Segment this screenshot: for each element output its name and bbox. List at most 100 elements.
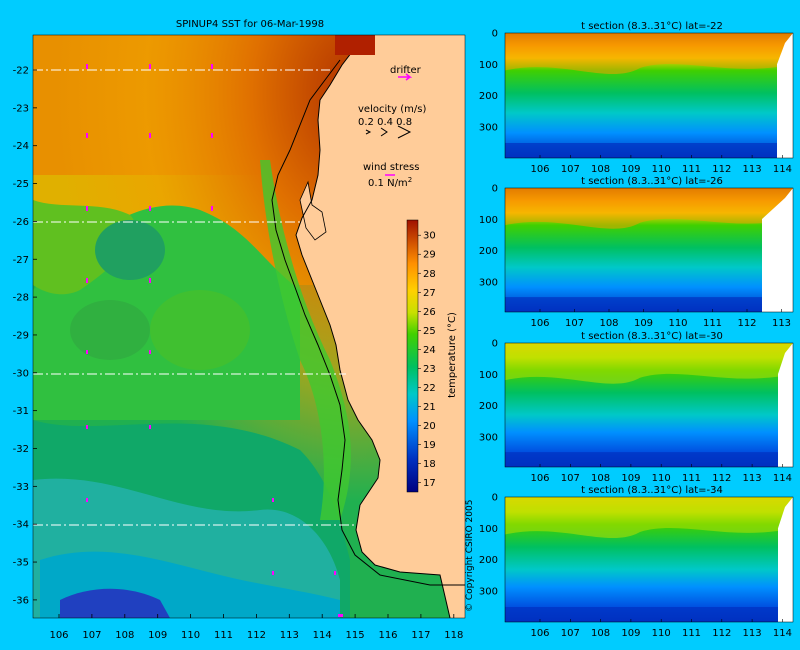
section-title: t section (8.3..31°C) lat=-34 <box>581 485 723 496</box>
section-lon-label: 110 <box>652 473 671 484</box>
colorbar-label: temperature (°C) <box>447 312 458 398</box>
velocity-scale-arrows-icon <box>365 125 412 139</box>
section-depth-label: 300 <box>479 122 498 133</box>
mixed-layer <box>505 188 793 229</box>
section-frame <box>504 32 794 159</box>
copyright-notice: © Copyright CSIRO 2005 <box>465 500 475 612</box>
section-title: t section (8.3..31°C) lat=-30 <box>581 331 723 342</box>
section-lon-label: 110 <box>652 164 671 175</box>
section-lon-label: 114 <box>773 473 792 484</box>
map-legend: drifter velocity (m/s) 0.2 0.4 0.8 wind … <box>358 65 426 189</box>
section-depth-label: 100 <box>479 524 498 535</box>
wind-stress-scale: 0.1 N/m2 <box>368 176 412 189</box>
section-bottom <box>777 33 793 158</box>
deep-layer <box>505 143 793 158</box>
section-lon-label: 107 <box>561 628 580 639</box>
section-depth-label: 300 <box>479 277 498 288</box>
lon-tick-label: 109 <box>148 630 167 641</box>
lat-tick-label: -26 <box>13 217 29 228</box>
colorbar-tick-label: 23 <box>423 364 436 375</box>
colorbar-gradient <box>406 219 419 493</box>
section-depth-label: 200 <box>479 401 498 412</box>
section-lon-label: 114 <box>773 164 792 175</box>
velocity-title: velocity (m/s) <box>358 104 426 115</box>
lon-tick-label: 110 <box>181 630 200 641</box>
lat-tick-label: -28 <box>13 293 29 304</box>
section-lon-label: 109 <box>621 628 640 639</box>
section-panel-1: t section (8.3..31°C) lat=-22 0 100 200 300 1… <box>479 21 794 175</box>
section-depth-label: 200 <box>479 555 498 566</box>
lat-tick-label: -34 <box>13 520 29 531</box>
section-depth-label: 200 <box>479 91 498 102</box>
section-title: t section (8.3..31°C) lat=-22 <box>581 21 723 32</box>
section-lon-label: 109 <box>621 164 640 175</box>
mixed-layer <box>505 497 793 539</box>
lat-tick-label: -30 <box>13 368 29 379</box>
lon-tick-label: 116 <box>378 630 397 641</box>
section-lon-label: 106 <box>530 318 549 329</box>
section-panel-3: t section (8.3..31°C) lat=-30 0 100 200 300 1… <box>479 331 794 484</box>
colorbar-tick-label: 18 <box>423 459 436 470</box>
lat-tick-label: -27 <box>13 255 29 266</box>
section-lon-label: 108 <box>599 318 618 329</box>
section-lon-label: 106 <box>530 473 549 484</box>
lon-tick-label: 114 <box>313 630 332 641</box>
lat-tick-label: -22 <box>13 66 29 77</box>
colorbar-tick-label: 27 <box>423 288 436 299</box>
lon-tick-label: 108 <box>115 630 134 641</box>
lon-tick-label: 107 <box>82 630 101 641</box>
sst-field <box>33 35 465 618</box>
section-lon-label: 114 <box>773 628 792 639</box>
section-panel-2: t section (8.3..31°C) lat=-26 0 100 200 300 1… <box>479 176 794 329</box>
land-mass <box>296 35 465 618</box>
section-lon-label: 106 <box>530 628 549 639</box>
map-frame <box>32 34 466 619</box>
lat-tick-label: -32 <box>13 444 29 455</box>
colorbar-ticks: 30 29 28 27 26 25 24 23 22 21 20 19 18 17 <box>418 231 436 489</box>
section-depth-label: 300 <box>479 432 498 443</box>
section-lines <box>33 69 356 526</box>
colorbar-tick-label: 25 <box>423 326 436 337</box>
drifter-arrow-icon <box>398 73 413 81</box>
section-lon-label: 112 <box>712 473 731 484</box>
lat-tick-label: -25 <box>13 179 29 190</box>
map-title: SPINUP4 SST for 06-Mar-1998 <box>176 19 324 30</box>
section-lon-label: 113 <box>743 473 762 484</box>
section-depth-label: 0 <box>492 29 498 40</box>
lon-tick-label: 111 <box>214 630 233 641</box>
section-lon-label: 111 <box>682 164 701 175</box>
section-lon-label: 113 <box>743 164 762 175</box>
section-depth-label: 100 <box>479 370 498 381</box>
mixed-layer <box>505 33 793 75</box>
section-depth-label: 0 <box>492 184 498 195</box>
lon-tick-label: 118 <box>444 630 463 641</box>
section-lon-label: 111 <box>703 318 722 329</box>
section-depth-label: 100 <box>479 60 498 71</box>
lon-tick-label: 115 <box>346 630 365 641</box>
section-depth-label: 100 <box>479 215 498 226</box>
lon-tick-label: 117 <box>411 630 430 641</box>
section-lon-label: 112 <box>712 164 731 175</box>
section-lon-label: 111 <box>682 628 701 639</box>
colorbar-tick-label: 24 <box>423 345 436 356</box>
section-frame <box>504 342 794 468</box>
sst-map: SPINUP4 SST for 06-Mar-1998 <box>13 19 475 641</box>
section-depth-label: 300 <box>479 586 498 597</box>
lon-tick-label: 112 <box>247 630 266 641</box>
colorbar-tick-label: 20 <box>423 421 436 432</box>
section-depth-label: 0 <box>492 493 498 504</box>
section-depth-label: 0 <box>492 339 498 350</box>
colorbar-tick-label: 17 <box>423 478 436 489</box>
section-bottom <box>762 188 793 312</box>
section-lon-label: 106 <box>530 164 549 175</box>
lat-tick-label: -35 <box>13 558 29 569</box>
section-lon-label: 107 <box>565 318 584 329</box>
section-lon-label: 107 <box>561 473 580 484</box>
section-panel-4: t section (8.3..31°C) lat=-34 0 100 200 300 1… <box>479 485 794 639</box>
section-lon-label: 108 <box>591 628 610 639</box>
section-lon-label: 108 <box>591 164 610 175</box>
deep-layer <box>505 297 793 312</box>
map-lon-axis: 106 107 108 109 110 111 112 113 114 115 116 117 118 <box>49 614 463 641</box>
deep-layer <box>505 452 793 467</box>
